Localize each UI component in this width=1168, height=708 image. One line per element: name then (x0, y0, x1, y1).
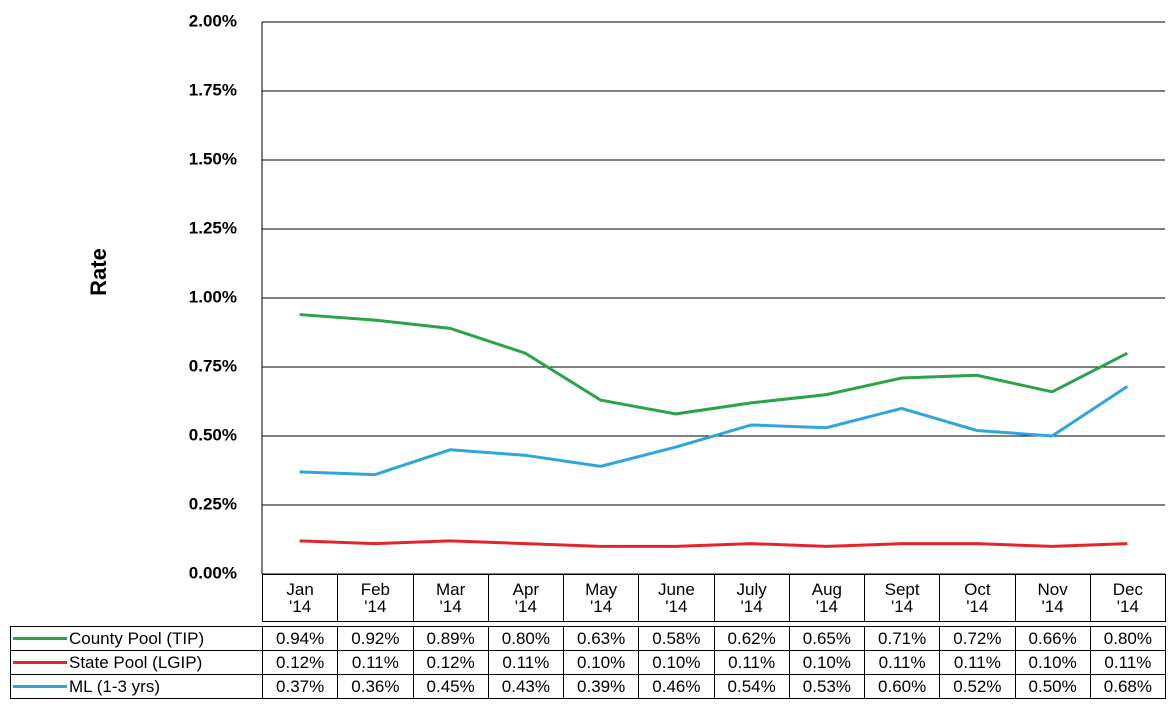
y-tick-label: 2.00% (189, 11, 237, 30)
legend-swatch (13, 661, 67, 664)
category-header: Dec '14 (1089, 574, 1166, 622)
legend-entry: State Pool (LGIP) (10, 650, 263, 675)
table-value: 0.11% (487, 650, 564, 675)
table-value: 0.10% (638, 650, 715, 675)
y-tick-label: 1.50% (189, 149, 237, 168)
table-value: 0.63% (563, 626, 640, 651)
table-value: 0.80% (487, 626, 564, 651)
table-value: 0.92% (337, 626, 414, 651)
y-tick-label: 1.25% (189, 218, 237, 237)
table-value: 0.54% (713, 674, 790, 699)
table-value: 0.58% (638, 626, 715, 651)
y-tick-label: 0.00% (189, 563, 237, 582)
legend-entry: ML (1-3 yrs) (10, 674, 263, 699)
legend-label: ML (1-3 yrs) (69, 676, 160, 696)
table-value: 0.11% (337, 650, 414, 675)
table-value: 0.37% (262, 674, 339, 699)
category-header: Oct '14 (939, 574, 1016, 622)
category-header: Sept '14 (864, 574, 941, 622)
category-header: Jan '14 (262, 574, 339, 622)
category-header: July '14 (713, 574, 790, 622)
table-value: 0.36% (337, 674, 414, 699)
table-value: 0.62% (713, 626, 790, 651)
table-value: 0.68% (1089, 674, 1166, 699)
y-tick-label: 0.25% (189, 494, 237, 513)
series-line (299, 313, 1129, 416)
table-value: 0.11% (939, 650, 1016, 675)
category-header: Feb '14 (337, 574, 414, 622)
table-value: 0.46% (638, 674, 715, 699)
table-value: 0.12% (262, 650, 339, 675)
table-value: 0.65% (788, 626, 865, 651)
legend-swatch (13, 637, 67, 640)
y-tick-label: 1.75% (189, 80, 237, 99)
category-header: Apr '14 (487, 574, 564, 622)
y-axis-label: Rate (86, 248, 111, 296)
y-tick-label: 0.75% (189, 356, 237, 375)
table-value: 0.12% (412, 650, 489, 675)
series-line (299, 539, 1128, 548)
table-value: 0.71% (864, 626, 941, 651)
table-value: 0.72% (939, 626, 1016, 651)
table-value: 0.39% (563, 674, 640, 699)
category-header: Aug '14 (788, 574, 865, 622)
category-header: Mar '14 (412, 574, 489, 622)
table-value: 0.43% (487, 674, 564, 699)
series-line (299, 385, 1129, 477)
legend-label: County Pool (TIP) (69, 628, 205, 648)
category-header: Nov '14 (1014, 574, 1091, 622)
category-header: June '14 (638, 574, 715, 622)
table-value: 0.66% (1014, 626, 1091, 651)
table-value: 0.11% (1089, 650, 1166, 675)
category-header: May '14 (563, 574, 640, 622)
table-value: 0.60% (864, 674, 941, 699)
table-value: 0.53% (788, 674, 865, 699)
legend-swatch (13, 685, 67, 688)
table-value: 0.11% (864, 650, 941, 675)
table-value: 0.94% (262, 626, 339, 651)
legend-label: State Pool (LGIP) (69, 652, 203, 672)
y-tick-label: 0.50% (189, 425, 237, 444)
legend-entry: County Pool (TIP) (10, 626, 263, 651)
table-value: 0.10% (788, 650, 865, 675)
table-value: 0.80% (1089, 626, 1166, 651)
table-value: 0.52% (939, 674, 1016, 699)
y-tick-label: 1.00% (189, 287, 237, 306)
table-value: 0.10% (1014, 650, 1091, 675)
table-value: 0.89% (412, 626, 489, 651)
table-value: 0.10% (563, 650, 640, 675)
table-value: 0.50% (1014, 674, 1091, 699)
table-value: 0.11% (713, 650, 790, 675)
table-value: 0.45% (412, 674, 489, 699)
